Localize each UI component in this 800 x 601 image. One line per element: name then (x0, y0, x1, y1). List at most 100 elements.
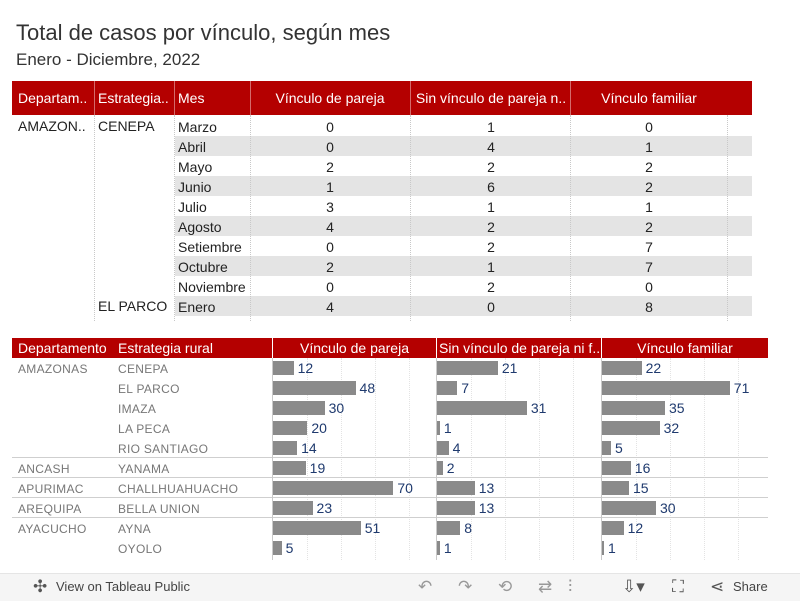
cell-mes: Setiembre (178, 239, 242, 255)
header-departamento[interactable]: Departamento (18, 340, 107, 356)
bar-sin-vinculo[interactable] (437, 461, 443, 475)
category-departamento: AYACUCHO (18, 522, 87, 536)
bar-value-label: 5 (285, 540, 294, 556)
monthly-cases-table[interactable]: Departam.. Estrategia.. Mes Vínculo de p… (12, 81, 752, 321)
bar-familiar[interactable] (602, 361, 642, 375)
bar-sin-vinculo[interactable] (437, 501, 475, 515)
bar-pareja[interactable] (273, 521, 361, 535)
header-divider (601, 338, 602, 358)
bar-value-label: 48 (359, 380, 376, 396)
cell-vinculo-familiar: 0 (645, 119, 653, 135)
cell-vinculo-familiar: 2 (645, 159, 653, 175)
header-estrategia-rural[interactable]: Estrategia rural (118, 340, 213, 356)
cell-vinculo-pareja: 1 (326, 179, 334, 195)
table-header: Departam.. Estrategia.. Mes Vínculo de p… (12, 81, 752, 115)
bar-value-label: 35 (669, 400, 685, 416)
bar-value-label: 2 (446, 460, 455, 476)
category-estrategia: RIO SANTIAGO (118, 442, 209, 456)
bar-pareja[interactable] (273, 541, 282, 555)
bar-familiar[interactable] (602, 381, 730, 395)
header-vinculo-pareja[interactable]: Vínculo de pareja (275, 90, 385, 106)
download-icon[interactable]: ⇩▾ (622, 577, 645, 596)
bar-familiar[interactable] (602, 521, 624, 535)
share-button[interactable]: Share (733, 579, 768, 594)
bar-familiar[interactable] (602, 461, 631, 475)
bar-pareja[interactable] (273, 381, 356, 395)
cell-sin-vinculo: 1 (487, 119, 495, 135)
bar-familiar[interactable] (602, 441, 611, 455)
bar-pareja[interactable] (273, 361, 294, 375)
cell-mes: Abril (178, 139, 207, 155)
gridline (539, 358, 540, 560)
bar-value-label: 15 (633, 480, 649, 496)
column-divider (570, 115, 571, 321)
redo-icon[interactable]: ↷ (458, 577, 473, 596)
bar-sin-vinculo[interactable] (437, 361, 498, 375)
bar-pareja[interactable] (273, 481, 394, 495)
header-sin-vinculo[interactable]: Sin vínculo de pareja ni f.. (439, 340, 601, 356)
bar-value-label: 4 (452, 440, 461, 456)
bar-value-label: 30 (328, 400, 345, 416)
bar-sin-vinculo[interactable] (437, 421, 440, 435)
bar-pareja[interactable] (273, 401, 325, 415)
bar-familiar[interactable] (602, 481, 629, 495)
cell-sin-vinculo: 2 (487, 279, 495, 295)
gridline (738, 358, 739, 560)
fullscreen-icon[interactable]: ⛶ (672, 577, 684, 596)
cell-sin-vinculo: 2 (487, 239, 495, 255)
gridline (471, 358, 472, 560)
bar-sin-vinculo[interactable] (437, 381, 458, 395)
bar-value-label: 70 (397, 480, 413, 496)
header-departamento[interactable]: Departam.. (18, 90, 88, 106)
bar-sin-vinculo[interactable] (437, 401, 527, 415)
gridline (307, 358, 308, 560)
cases-bar-chart[interactable]: Departamento Estrategia rural Vínculo de… (12, 338, 768, 560)
undo-icon[interactable]: ↶ (418, 577, 433, 596)
bar-value-label: 1 (443, 540, 452, 556)
view-on-tableau-link[interactable]: View on Tableau Public (56, 579, 190, 594)
header-estrategia[interactable]: Estrategia.. (98, 90, 169, 106)
gridline (670, 358, 671, 560)
column-divider (94, 115, 95, 321)
bar-familiar[interactable] (602, 501, 656, 515)
bar-sin-vinculo[interactable] (437, 481, 475, 495)
header-sin-vinculo[interactable]: Sin vínculo de pareja n.. (415, 90, 567, 106)
cell-estrategia: CENEPA (98, 118, 155, 134)
bar-sin-vinculo[interactable] (437, 441, 449, 455)
bar-familiar[interactable] (602, 421, 660, 435)
pause-icon[interactable]: ⫶ (568, 577, 573, 596)
column-divider (410, 115, 411, 321)
gridline (375, 358, 376, 560)
cell-mes: Mayo (178, 159, 213, 175)
table-row[interactable] (175, 216, 752, 236)
bar-familiar[interactable] (602, 401, 665, 415)
table-row[interactable] (175, 136, 752, 156)
gridline (341, 358, 342, 560)
header-vinculo-familiar[interactable]: Vínculo familiar (637, 340, 733, 356)
bar-value-label: 30 (660, 500, 676, 516)
category-estrategia: AYNA (118, 522, 151, 536)
cell-vinculo-pareja: 4 (326, 219, 334, 235)
bar-sin-vinculo[interactable] (437, 521, 461, 535)
header-mes[interactable]: Mes (178, 90, 205, 106)
bar-sin-vinculo[interactable] (437, 541, 440, 555)
gridline (409, 358, 410, 560)
table-row[interactable] (175, 256, 752, 276)
revert-icon[interactable]: ⟲ (498, 577, 513, 596)
bar-value-label: 71 (733, 380, 750, 396)
header-vinculo-familiar[interactable]: Vínculo familiar (601, 90, 697, 106)
bar-pareja[interactable] (273, 501, 313, 515)
bar-pareja[interactable] (273, 441, 298, 455)
bar-pareja[interactable] (273, 461, 306, 475)
table-row[interactable] (175, 176, 752, 196)
header-divider (436, 338, 437, 358)
bar-familiar[interactable] (602, 541, 604, 555)
table-row[interactable] (175, 296, 752, 316)
bar-pareja[interactable] (273, 421, 308, 435)
refresh-icon[interactable]: ⇄ (538, 577, 553, 596)
share-icon[interactable]: ⋖ (710, 577, 725, 596)
group-separator (12, 457, 768, 458)
header-vinculo-pareja[interactable]: Vínculo de pareja (300, 340, 409, 356)
bar-value-label: 31 (530, 400, 547, 416)
category-departamento: ANCASH (18, 462, 70, 476)
